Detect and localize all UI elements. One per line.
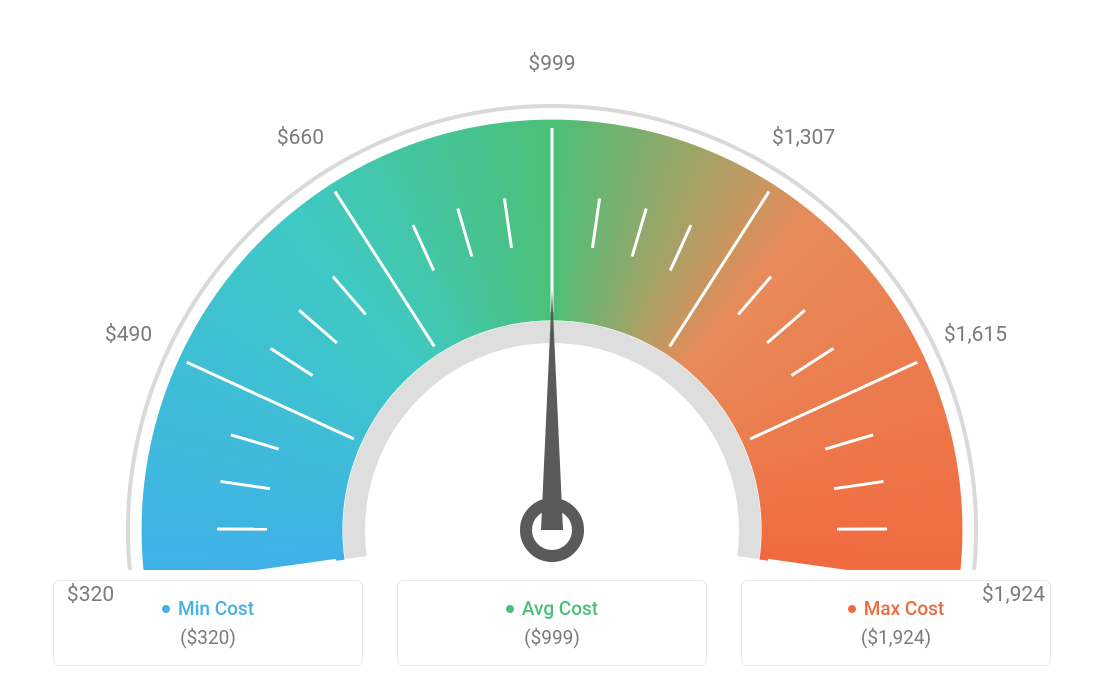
gauge-tick-label: $490 xyxy=(105,323,152,347)
gauge-tick-label: $1,924 xyxy=(982,583,1045,607)
legend-value-avg: ($999) xyxy=(524,626,580,649)
legend-row: Min Cost ($320) Avg Cost ($999) Max Cost… xyxy=(53,580,1051,666)
legend-label-max: Max Cost xyxy=(848,597,944,620)
gauge-tick-label: $1,615 xyxy=(944,323,1007,347)
legend-label-avg: Avg Cost xyxy=(506,597,598,620)
gauge-tick-label: $1,307 xyxy=(772,126,835,150)
legend-value-min: ($320) xyxy=(180,626,236,649)
legend-label-min: Min Cost xyxy=(162,597,254,620)
gauge-tick-label: $660 xyxy=(277,126,324,150)
gauge-tick-label: $999 xyxy=(528,52,575,76)
gauge-tick-label: $320 xyxy=(67,583,114,607)
legend-value-max: ($1,924) xyxy=(861,626,931,649)
legend-card-avg: Avg Cost ($999) xyxy=(397,580,707,666)
gauge-chart: $320$490$660$999$1,307$1,615$1,924 xyxy=(0,10,1104,570)
gauge-svg xyxy=(0,10,1104,570)
